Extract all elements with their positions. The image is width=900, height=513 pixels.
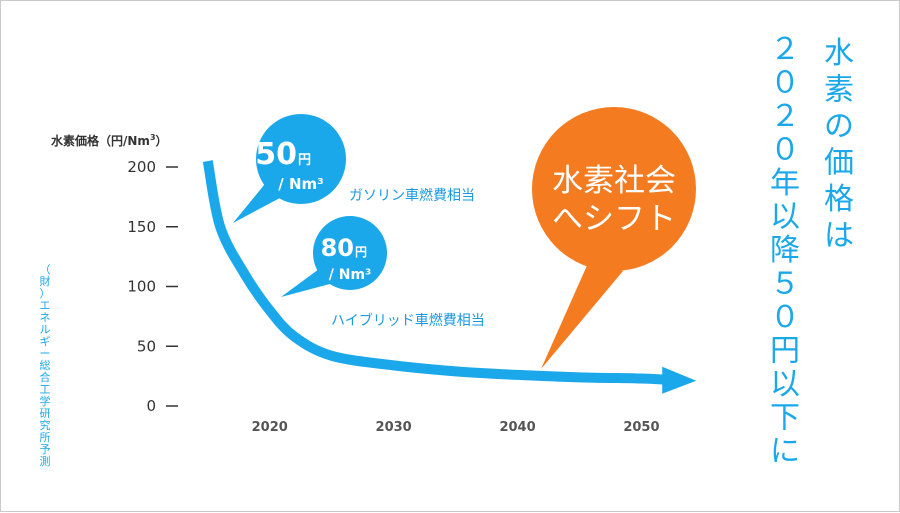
bubble-80-circle [313,216,387,290]
vertical-char: ル [40,323,51,336]
vertical-char: ギ [40,335,51,348]
vertical-char: ネ [40,311,51,324]
vertical-char: 年 [770,166,800,201]
vertical-char: ） [40,287,51,300]
y-tick-label: 100 [127,278,156,296]
vertical-char: 学 [40,394,51,408]
orange-bubble-circle [532,107,696,271]
bubble-150-per: / Nm³ [278,175,323,193]
bubble-80-per: / Nm³ [329,267,371,283]
vertical-char: 財 [40,274,51,288]
vertical-char: 格 [824,182,854,217]
annotation-150: 150 円 / Nm³ ガソリン車燃費相当 [233,114,475,223]
vertical-char: 研 [40,407,51,420]
curve-arrowhead [662,366,697,394]
caption-hybrid: ハイブリッド車燃費相当 [331,312,485,329]
vertical-char: 降 [770,233,800,268]
vertical-char: ０ [770,66,800,101]
vertical-char: 水 [824,36,854,71]
y-axis-title: 水素価格（円/Nm3） [51,133,168,148]
bubble-150-circle [256,114,346,204]
bubble-150-value: 150 [234,137,297,172]
orange-bubble-line1: 水素社会 [552,163,676,199]
x-tick-label: 2040 [499,420,535,435]
annotation-80: 80 円 / Nm³ ハイブリッド車燃費相当 [281,216,485,329]
vertical-char: エ [40,299,51,312]
y-tick-label: 50 [137,337,156,355]
bubble-80-value: 80 [321,234,354,262]
vertical-char: 以 [770,367,800,402]
vertical-char: ー [40,347,51,360]
vertical-char: 究 [40,418,51,432]
vertical-char: は [824,219,854,254]
bubble-80-unit: 円 [355,245,367,259]
vertical-char: 予 [40,443,51,456]
vertical-char: ２ [770,32,800,67]
vertical-char: 工 [40,383,51,396]
x-tick-label: 2030 [376,420,412,435]
vertical-char: ２ [770,99,800,134]
vertical-char: に [770,434,800,469]
vertical-char: 以 [770,200,800,235]
y-tick-label: 200 [127,158,156,176]
vertical-char: 所 [40,431,51,444]
x-axis-ticks: 2020 2030 2040 2050 [252,420,660,435]
vertical-char: ０ [770,133,800,168]
vertical-char: 価 [824,146,854,181]
orange-bubble-line2: へシフト [552,201,676,237]
vertical-char: 測 [40,454,51,468]
bubble-150-unit: 円 [298,153,311,168]
price-curve-series [202,160,667,385]
vertical-char: 素 [824,73,854,108]
y-axis-ticks: 200 150 100 50 0 [127,158,178,415]
x-tick-label: 2050 [623,420,659,435]
vertical-char: の [824,109,854,144]
vertical-char: 合 [40,370,51,384]
vertical-char: ５ [770,267,800,302]
y-tick-label: 150 [127,218,156,236]
hydrogen-society-bubble: 水素社会 へシフト [532,107,696,369]
vertical-char: ０ [770,300,800,335]
y-tick-label: 0 [146,397,156,415]
vertical-char: 円 [770,334,800,369]
vertical-char: （ [40,263,51,276]
caption-gasoline: ガソリン車燃費相当 [349,187,475,204]
vertical-char: 下 [770,401,800,436]
vertical-char: 総 [40,358,51,372]
x-tick-label: 2020 [252,420,288,435]
orange-bubble-tail [541,261,623,369]
